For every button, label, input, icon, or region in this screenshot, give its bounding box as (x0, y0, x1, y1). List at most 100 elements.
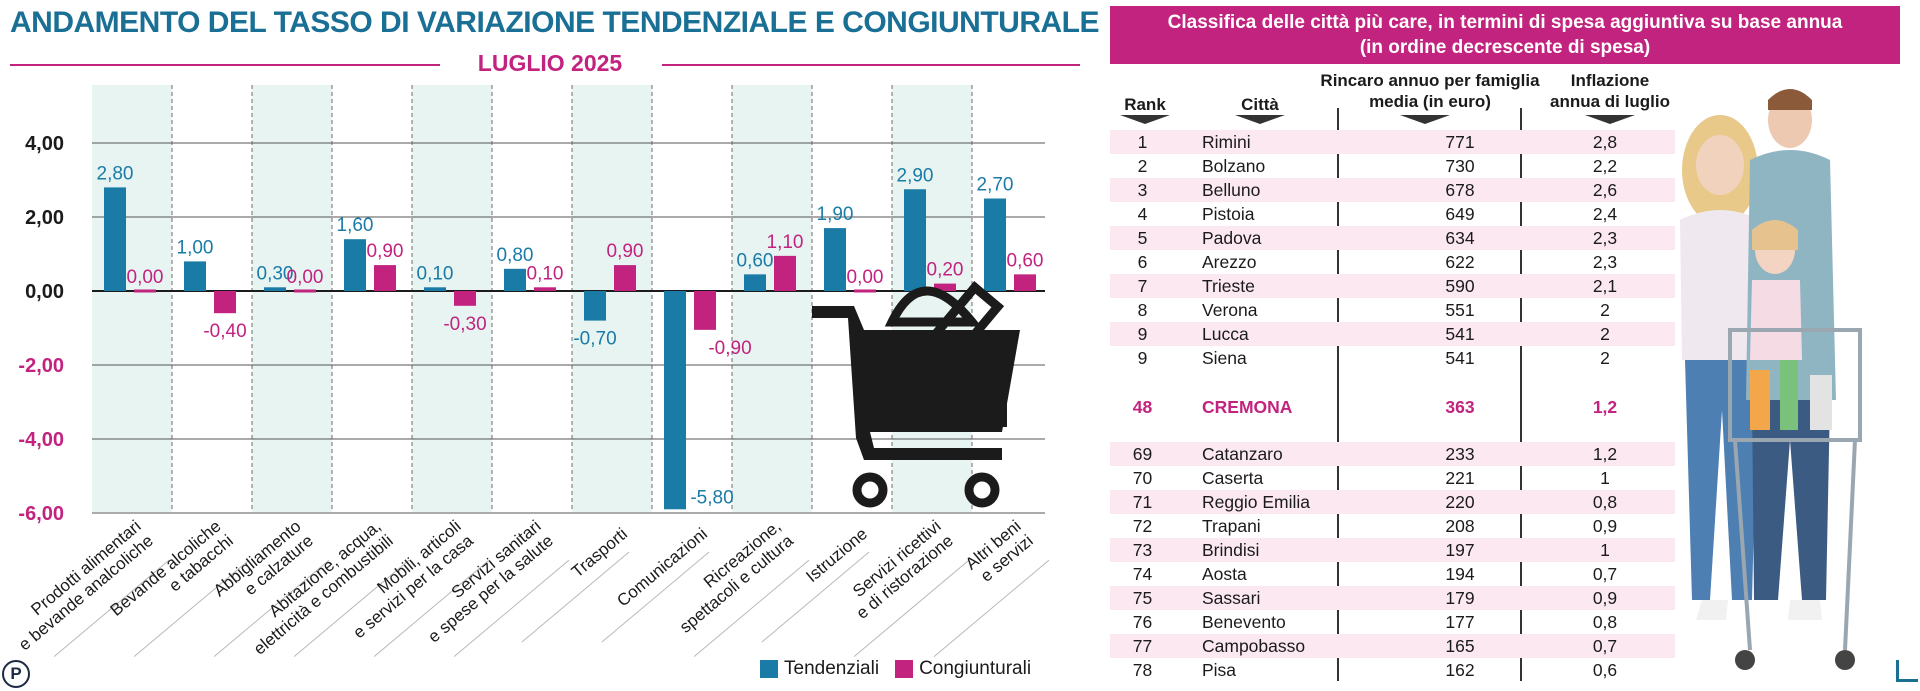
bar-congiunturali (454, 291, 476, 306)
value-label-congiunturali: 0,00 (847, 267, 884, 288)
column-divider (1520, 108, 1522, 681)
value-label-tendenziali: 1,60 (337, 215, 374, 236)
bar-congiunturali (294, 289, 316, 293)
family-illustration (1680, 89, 1862, 670)
cell-cost: 363 (1445, 397, 1475, 417)
sort-arrow-rank-icon (1120, 115, 1170, 124)
table-row: 6 Arezzo 622 2,3 (1110, 250, 1675, 274)
cell-city: Padova (1202, 228, 1262, 248)
sort-arrow-cost-icon (1400, 115, 1450, 124)
y-tick-label: 0,00 (25, 281, 64, 303)
table-row: 48 CREMONA 363 1,2 (1110, 395, 1675, 419)
cell-inflation: 1 (1600, 540, 1610, 560)
bar-tendenziali (104, 187, 126, 291)
value-label-congiunturali: -0,40 (203, 321, 246, 342)
table-row: 74 Aosta 194 0,7 (1110, 562, 1675, 586)
cell-city: Trapani (1202, 516, 1261, 536)
table-row: 3 Belluno 678 2,6 (1110, 178, 1675, 202)
category-band (732, 85, 812, 512)
value-label-congiunturali: -0,30 (443, 314, 486, 335)
cell-city: Sassari (1202, 588, 1261, 608)
category-band (412, 85, 492, 512)
legend-item-congiunturali: Congiunturali (895, 658, 1031, 680)
cell-cost: 179 (1445, 588, 1475, 608)
column-header-cost: Rincaro annuo per famiglia media (in eur… (1310, 70, 1550, 112)
cell-cost: 197 (1445, 540, 1475, 560)
value-label-congiunturali: -0,90 (708, 338, 751, 359)
column-header-inflation-line1: Inflazione (1570, 71, 1650, 90)
table-row: 9 Lucca 541 2 (1110, 322, 1675, 346)
table-row: 75 Sassari 179 0,9 (1110, 586, 1675, 610)
cell-cost: 233 (1445, 444, 1475, 464)
bar-congiunturali (134, 289, 156, 293)
x-label-underline (53, 559, 170, 657)
value-label-congiunturali: 0,00 (287, 267, 324, 288)
cell-inflation: 0,9 (1592, 516, 1618, 536)
cell-inflation: 0,8 (1592, 612, 1618, 632)
cell-cost: 771 (1445, 132, 1475, 152)
value-label-congiunturali: 0,20 (927, 260, 964, 281)
x-label-underline (933, 559, 1050, 657)
value-label-congiunturali: 0,60 (1007, 250, 1044, 271)
cell-rank: 77 (1132, 636, 1153, 656)
cell-city: Pistoia (1202, 204, 1255, 224)
column-divider (1337, 108, 1339, 681)
bar-congiunturali (854, 289, 876, 293)
cell-city: Trieste (1202, 276, 1255, 296)
bar-tendenziali (424, 287, 446, 291)
value-label-congiunturali: 0,00 (127, 267, 164, 288)
cell-cost: 220 (1445, 492, 1475, 512)
bar-tendenziali (824, 228, 846, 291)
column-header-cost-line2: media (in euro) (1369, 92, 1491, 111)
value-label-tendenziali: 2,90 (897, 165, 934, 186)
value-label-tendenziali: 2,70 (977, 175, 1014, 196)
title-rule-right (662, 64, 1080, 66)
table-row: 72 Trapani 208 0,9 (1110, 514, 1675, 538)
chart-title: ANDAMENTO DEL TASSO DI VARIAZIONE TENDEN… (10, 6, 1099, 39)
bar-tendenziali (984, 198, 1006, 291)
table-row: 76 Benevento 177 0,8 (1110, 610, 1675, 634)
x-label-underline (133, 559, 250, 657)
cell-rank: 78 (1132, 660, 1153, 680)
cell-rank: 4 (1137, 204, 1148, 224)
bar-tendenziali (744, 274, 766, 291)
value-label-tendenziali: -0,70 (573, 329, 616, 350)
cell-inflation: 2,2 (1592, 156, 1618, 176)
cell-inflation: 2 (1600, 348, 1610, 368)
bar-tendenziali (184, 261, 206, 291)
bar-congiunturali (1014, 274, 1036, 291)
value-label-congiunturali: 0,90 (367, 241, 404, 262)
cell-cost: 165 (1445, 636, 1475, 656)
title-rule-left (10, 64, 440, 66)
bar-tendenziali (504, 268, 526, 291)
cell-cost: 634 (1445, 228, 1475, 248)
cell-cost: 541 (1445, 348, 1475, 368)
value-label-tendenziali: -5,80 (690, 487, 733, 508)
x-tick-label-line: Trasporti (568, 524, 631, 581)
value-label-tendenziali: 2,80 (97, 163, 134, 184)
cell-city: Pisa (1202, 660, 1237, 680)
bar-tendenziali (344, 239, 366, 291)
bar-tendenziali (664, 291, 686, 510)
table-row: 5 Padova 634 2,3 (1110, 226, 1675, 250)
x-label-underline (601, 551, 710, 643)
column-header-rank: Rank (1124, 95, 1166, 114)
value-label-tendenziali: 0,80 (497, 245, 534, 266)
cell-rank: 76 (1132, 612, 1153, 632)
cell-rank: 2 (1137, 156, 1148, 176)
cell-rank: 74 (1132, 564, 1153, 584)
value-label-tendenziali: 0,30 (257, 263, 294, 284)
cell-city: Benevento (1202, 612, 1286, 632)
cell-city: Bolzano (1202, 156, 1266, 176)
cell-cost: 551 (1445, 300, 1475, 320)
cell-rank: 75 (1132, 588, 1153, 608)
cell-cost: 177 (1445, 612, 1475, 632)
x-label-underline (373, 559, 490, 657)
cell-rank: 1 (1137, 132, 1148, 152)
sort-arrow-city-icon (1235, 115, 1285, 124)
y-tick-label: 4,00 (25, 133, 64, 155)
cell-cost: 194 (1445, 564, 1475, 584)
cell-rank: 7 (1137, 276, 1148, 296)
cell-inflation: 0,7 (1592, 564, 1618, 584)
